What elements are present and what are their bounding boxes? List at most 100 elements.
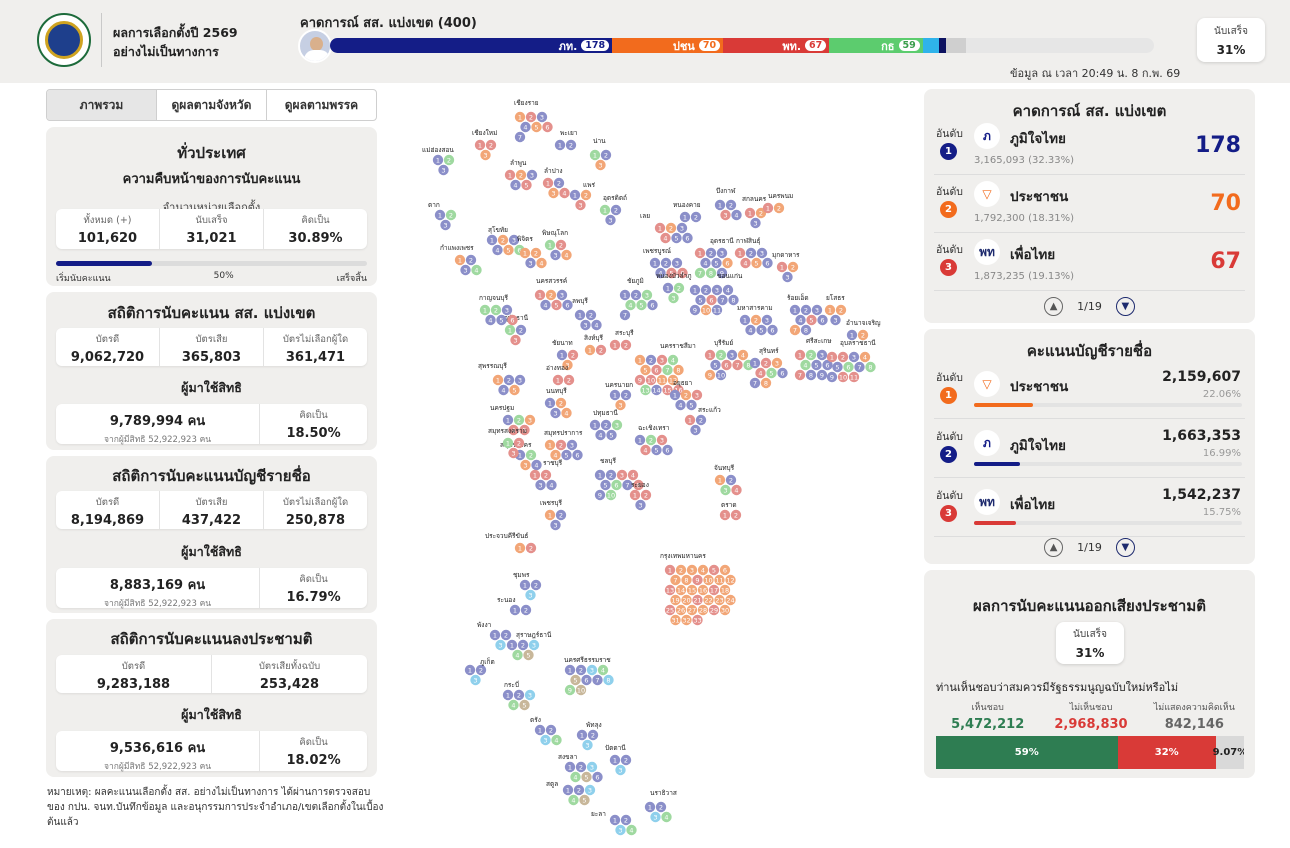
district-dot[interactable]: 4 [520,121,531,133]
district-dot[interactable]: 7 [749,377,761,389]
district-dot[interactable]: 4 [745,324,756,336]
district-dot[interactable]: 2 [595,344,607,356]
district-dot[interactable]: 2 [630,289,642,301]
district-dot[interactable]: 4 [551,734,562,746]
district-dot[interactable]: 4 [795,314,806,326]
district-dot[interactable]: 4 [722,284,734,296]
district-dot[interactable]: 4 [626,824,637,836]
district-dot[interactable]: 7 [732,359,743,371]
district-dot[interactable]: 4 [640,444,651,456]
district-dot[interactable]: 5 [806,314,817,326]
district-dot[interactable]: 3 [580,319,591,331]
district-dot[interactable]: 1 [544,397,556,409]
district-dot[interactable]: 4 [570,771,581,783]
district-dot[interactable]: 8 [865,361,876,373]
district-dot[interactable]: 24 [725,594,736,606]
district-dot[interactable]: 1 [789,304,801,316]
district-dot[interactable]: 2 [665,222,677,234]
district-dot[interactable]: 2 [573,784,585,796]
district-dot[interactable]: 3 [536,111,548,123]
district-dot[interactable]: 8 [800,324,812,336]
district-dot[interactable]: 2 [585,309,597,321]
district-dot[interactable]: 3 [616,469,628,481]
district-dot[interactable]: 4 [510,179,521,191]
district-dot[interactable]: 4 [561,407,572,419]
district-dot[interactable]: 2 [545,724,557,736]
district-dot[interactable]: 19 [670,594,681,606]
district-dot[interactable]: 2 [605,469,617,481]
district-dot[interactable]: 2 [725,199,737,211]
district-dot[interactable]: 1 [684,414,696,426]
district-dot[interactable]: 5 [600,479,611,491]
district-dot[interactable]: 4 [597,664,609,676]
district-dot[interactable]: 14 [651,384,662,396]
district-dot[interactable]: 6 [562,299,573,311]
district-dot[interactable]: 5 [579,794,590,806]
district-dot[interactable]: 4 [540,299,551,311]
district-dot[interactable]: 1 [569,189,581,201]
district-dot[interactable]: 3 [520,459,531,471]
district-dot[interactable]: 1 [649,257,661,269]
district-dot[interactable]: 2 [750,314,762,326]
district-dot[interactable]: 2 [690,211,702,223]
district-dot[interactable]: 3 [830,314,841,326]
district-dot[interactable]: 4 [697,564,709,576]
district-dot[interactable]: 2 [517,639,529,651]
district-dot[interactable]: 2 [525,111,537,123]
partylist-row[interactable]: อันดับ 1 ▽ ประชาชน 2,159,607 22.06% [934,361,1245,419]
district-dot[interactable]: 2 [525,542,537,554]
district-dot[interactable]: 7 [717,294,728,306]
district-dot[interactable]: 21 [692,594,703,606]
district-dot[interactable]: 1 [479,304,491,316]
district-dot[interactable]: 2 [553,177,565,189]
district-dot[interactable]: 20 [681,594,692,606]
district-dot[interactable]: 1 [562,784,574,796]
district-dot[interactable]: 1 [589,419,601,431]
district-dot[interactable]: 2 [555,397,567,409]
district-dot[interactable]: 6 [507,314,518,326]
district-dot[interactable]: 10 [605,489,617,501]
district-dot[interactable]: 1 [749,357,761,369]
district-dot[interactable]: 1 [714,474,726,486]
district-dot[interactable]: 2 [540,469,552,481]
district-dot[interactable]: 3 [550,519,561,531]
district-dot[interactable]: 1 [629,489,641,501]
chevron-down-icon[interactable]: ▼ [1115,297,1135,316]
district-dot[interactable]: 4 [512,649,523,661]
district-dot[interactable]: 2 [705,247,717,259]
district-dot[interactable]: 3 [686,564,698,576]
district-dot[interactable]: 6 [762,257,773,269]
district-dot[interactable]: 1 [634,434,646,446]
district-dot[interactable]: 1 [762,202,774,214]
district-dot[interactable]: 1 [464,664,476,676]
district-dot[interactable]: 1 [704,349,716,361]
district-dot[interactable]: 2 [513,414,525,426]
district-dot[interactable]: 5 [570,674,581,686]
district-dot[interactable]: 1 [564,761,576,773]
district-dot[interactable]: 5 [503,244,514,256]
district-dot[interactable]: 4 [627,469,639,481]
district-dot[interactable]: 23 [714,594,725,606]
district-dot[interactable]: 1 [509,604,521,616]
district-dot[interactable]: 2 [805,349,817,361]
forecast-row[interactable]: อันดับ 3 พท เพื่อไทย 1,873,235 (19.13%) 67 [934,235,1245,291]
district-dot[interactable]: 2 [555,509,567,521]
district-map[interactable]: 1 2 3 4 5 6 7 เชียงราย 1 2 3 เชียงใหม่ 1 2 พะเยา 1 2 3 น่า… [400,95,920,840]
district-dot[interactable]: 17 [708,584,720,596]
district-dot[interactable]: 4 [800,359,811,371]
district-dot[interactable]: 6 [767,324,778,336]
district-dot[interactable]: 2 [445,209,457,221]
district-dot[interactable]: 6 [542,121,553,133]
district-dot[interactable]: 2 [640,489,652,501]
district-dot[interactable]: 3 [816,349,828,361]
district-dot[interactable]: 3 [635,499,646,511]
district-dot[interactable]: 3 [528,639,540,651]
district-dot[interactable]: 4 [508,699,519,711]
district-dot[interactable]: 3 [584,784,596,796]
district-dot[interactable]: 6 [581,674,592,686]
district-dot[interactable]: 3 [782,271,793,283]
district-dot[interactable]: 3 [690,424,701,436]
district-dot[interactable]: 26 [675,604,687,616]
district-dot[interactable]: 1 [594,469,606,481]
district-dot[interactable]: 1 [552,374,564,386]
